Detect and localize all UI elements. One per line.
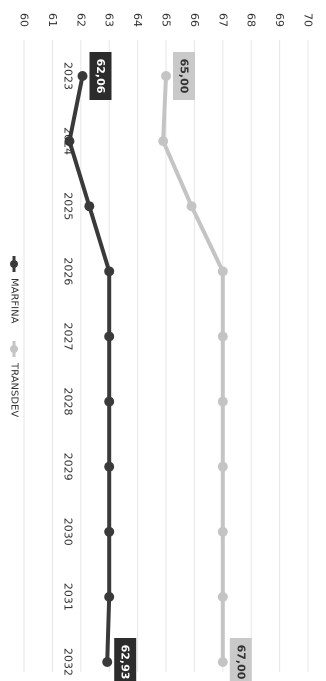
data-point: [217, 657, 228, 667]
series-line: [161, 74, 225, 664]
series-layer: [64, 71, 228, 667]
data-label-box: [173, 52, 195, 100]
y-tick-label: 70: [302, 13, 315, 27]
data-point: [104, 266, 115, 277]
data-point: [217, 461, 228, 472]
data-label-text: 65,00: [178, 59, 191, 94]
y-tick-label: 64: [131, 13, 144, 27]
x-tick-label: 2031: [62, 583, 75, 611]
x-tick-label: 2024: [62, 127, 75, 155]
data-point: [104, 591, 115, 602]
y-tick-label: 69: [273, 13, 286, 27]
y-tick-label: 65: [160, 13, 173, 27]
data-point: [104, 461, 115, 472]
x-tick-label: 2026: [62, 257, 75, 285]
data-label-text: 62,93: [119, 645, 132, 680]
data-label: 62,93: [114, 638, 137, 681]
x-tick-label: 2025: [62, 192, 75, 220]
legend-swatch-marker: [10, 345, 18, 353]
series-transdev: [158, 71, 228, 667]
y-tick-label: 62: [74, 13, 87, 27]
x-tick-label: 2029: [62, 453, 75, 481]
x-tick-label: 2028: [62, 388, 75, 416]
data-label-text: 67,00: [234, 645, 247, 680]
y-tick-label: 68: [245, 13, 258, 27]
data-point: [84, 201, 95, 212]
y-tick-label: 66: [188, 13, 201, 27]
x-tick-label: 2030: [62, 518, 75, 546]
data-point: [186, 201, 197, 212]
legend-label: MARFINA: [9, 278, 20, 324]
data-point: [217, 331, 228, 342]
legend-swatch-marker: [10, 260, 18, 268]
x-tick-label: 2032: [62, 648, 75, 676]
legend-label: TRANSDEV: [9, 362, 20, 417]
data-point: [217, 396, 228, 407]
y-tick-label: 67: [216, 13, 229, 27]
legend: MARFINA TRANSDEV: [9, 256, 20, 417]
x-tick-label: 2027: [62, 322, 75, 350]
data-label: 62,06: [89, 52, 112, 100]
data-label-box: [89, 52, 112, 100]
y-tick-label: 63: [103, 13, 116, 27]
data-point: [217, 266, 228, 277]
series-line: [67, 74, 112, 664]
y-tick-label: 60: [18, 13, 31, 27]
data-point: [161, 71, 171, 81]
data-point: [64, 136, 75, 147]
legend-item-marfina: MARFINA: [9, 256, 20, 324]
data-label: 65,00: [173, 52, 195, 100]
data-point: [217, 591, 228, 602]
data-label-text: 62,06: [94, 59, 107, 94]
legend-item-transdev: TRANSDEV: [9, 341, 20, 417]
tick-labels: 60 61 62 63 64 65 66 67 68 69 70 2023 2024 2025 2026 20…: [18, 13, 315, 676]
data-point: [104, 396, 115, 407]
y-tick-label: 61: [46, 13, 59, 27]
series-marfina: [64, 71, 115, 667]
data-label-box: [114, 638, 137, 681]
data-point: [217, 526, 228, 537]
data-labels: 62,06 62,93 65,00 67,00: [89, 52, 252, 681]
data-label: 67,00: [229, 638, 252, 681]
data-point: [77, 71, 88, 81]
data-point: [102, 657, 113, 667]
data-label-box: [229, 638, 252, 681]
data-point: [104, 526, 115, 537]
data-point: [104, 331, 115, 342]
x-tick-label: 2023: [62, 62, 75, 90]
data-point: [158, 136, 169, 147]
